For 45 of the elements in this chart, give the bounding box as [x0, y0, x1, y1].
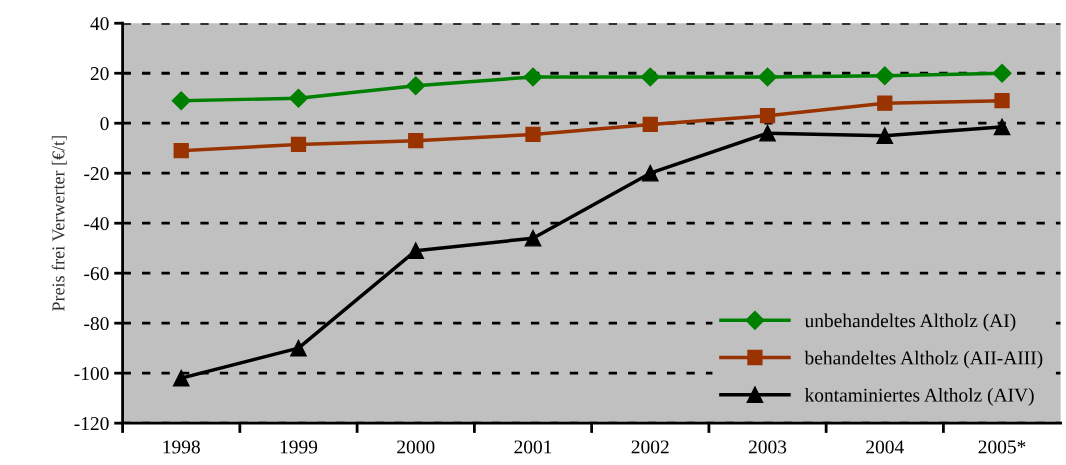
point [993, 118, 1011, 136]
x-tick-label: 1998 [163, 440, 200, 454]
point [759, 124, 776, 142]
point [876, 127, 894, 145]
x-tick-label: 2005* [978, 440, 1026, 454]
point [759, 108, 776, 124]
x-tick-label: 1999 [280, 440, 318, 454]
point [173, 143, 189, 159]
x-tick-label: 2003 [748, 440, 787, 454]
y-axis-title: Preis frei Verwerter [€/t] [51, 136, 67, 311]
point [290, 136, 307, 153]
point [524, 229, 542, 247]
point [877, 95, 893, 111]
point [407, 242, 425, 260]
y-tick-label: -60 [84, 267, 109, 281]
x-tick-label: 2001 [514, 440, 552, 454]
x-tick-label: 2002 [631, 440, 669, 454]
y-tick-label: 40 [90, 17, 109, 31]
y-tick-label: -20 [84, 167, 109, 181]
x-tick-label: 2000 [397, 440, 435, 454]
legend-label: unbehandeltes Altholz (AI) [804, 313, 1016, 332]
point [290, 339, 307, 357]
y-tick-label: -40 [84, 217, 109, 231]
point [640, 67, 660, 87]
point [641, 164, 659, 182]
legend-label: behandeltes Altholz (AII-AIII) [804, 350, 1043, 369]
point [875, 66, 895, 86]
y-tick-label: 20 [90, 67, 109, 81]
y-tick-label: -120 [74, 416, 109, 431]
y-tick-label: -100 [74, 366, 109, 381]
point [288, 88, 309, 108]
point [171, 91, 191, 111]
y-tick-label: -80 [84, 316, 109, 331]
point [406, 76, 426, 96]
point [523, 67, 543, 87]
point [642, 116, 658, 133]
legend-label: kontaminiertes Altholz (AIV) [804, 388, 1034, 406]
y-tick-label: 0 [100, 117, 109, 131]
x-tick-label: 2004 [866, 440, 904, 454]
point [994, 93, 1010, 109]
point [525, 126, 541, 143]
point [992, 63, 1012, 83]
point [757, 67, 778, 87]
point [172, 369, 190, 387]
point [408, 133, 424, 149]
